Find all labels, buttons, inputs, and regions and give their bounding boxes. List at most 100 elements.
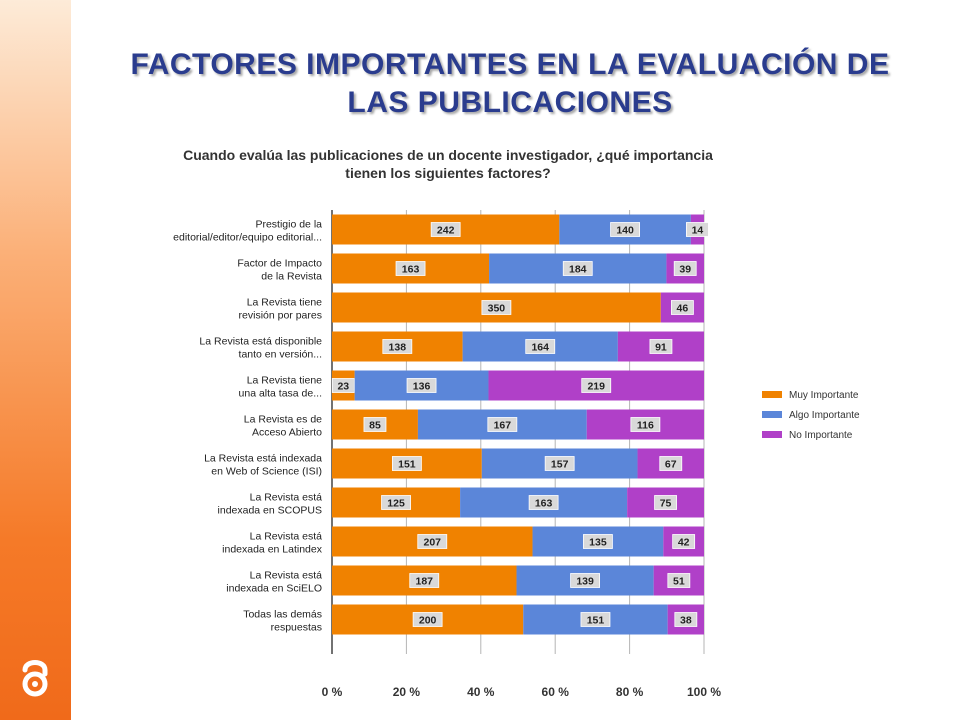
- data-label: 157: [551, 459, 569, 471]
- category-label: La Revista es de: [244, 414, 322, 426]
- data-label: 116: [637, 420, 654, 432]
- category-label: La Revista tiene: [247, 297, 322, 309]
- data-label: 350: [488, 303, 506, 315]
- data-label: 46: [677, 303, 689, 315]
- slide-title: FACTORES IMPORTANTES EN LA EVALUACIÓN DE…: [130, 48, 890, 119]
- legend-label: No Importante: [789, 430, 853, 441]
- data-label: 125: [387, 498, 405, 510]
- data-label: 138: [389, 342, 407, 354]
- data-label: 151: [587, 615, 605, 627]
- data-label: 242: [437, 225, 455, 237]
- category-label: Todas las demás: [243, 609, 322, 621]
- data-label: 75: [660, 498, 672, 510]
- x-tick-label: 80 %: [616, 685, 644, 699]
- data-label-box: [610, 222, 640, 237]
- data-label: 163: [535, 498, 553, 510]
- data-label: 91: [655, 342, 667, 354]
- x-tick-label: 60 %: [542, 685, 570, 699]
- category-label: Acceso Abierto: [252, 427, 322, 439]
- category-label: La Revista está: [250, 531, 323, 543]
- data-label-box: [430, 222, 461, 237]
- category-label: indexada en SciELO: [226, 583, 322, 595]
- data-label: 39: [679, 264, 691, 276]
- data-label: 151: [398, 459, 416, 471]
- category-label: La Revista está: [250, 492, 323, 504]
- legend-swatch: [762, 411, 782, 418]
- data-label-box: [412, 612, 443, 627]
- data-label-box: [580, 612, 611, 627]
- legend-label: Algo Importante: [789, 410, 860, 421]
- category-label: La Revista está disponible: [199, 336, 322, 348]
- category-label: de la Revista: [261, 271, 322, 283]
- data-label-box: [583, 534, 613, 549]
- category-label: una alta tasa de...: [239, 388, 322, 400]
- category-label: indexada en Latindex: [222, 544, 323, 556]
- category-label: editorial/editor/equipo editorial...: [173, 232, 322, 244]
- data-label: 38: [680, 615, 692, 627]
- data-label-box: [686, 222, 709, 237]
- data-label: 184: [569, 264, 587, 276]
- data-label: 167: [494, 420, 512, 432]
- category-label: tanto en versión...: [239, 349, 322, 361]
- data-label-box: [581, 378, 612, 393]
- data-label-box: [381, 495, 411, 510]
- data-label-box: [649, 339, 673, 354]
- data-label-box: [667, 573, 691, 588]
- data-label-box: [562, 261, 593, 276]
- category-label: en Web of Science (ISI): [211, 466, 322, 478]
- category-label: indexada en SCOPUS: [218, 505, 322, 517]
- data-label-box: [487, 417, 518, 432]
- data-label-box: [525, 339, 556, 354]
- data-label: 219: [587, 381, 605, 393]
- data-label: 136: [413, 381, 431, 393]
- data-label-box: [544, 456, 575, 471]
- left-decorative-band: [0, 0, 71, 720]
- data-label-box: [331, 378, 355, 393]
- data-label-box: [570, 573, 600, 588]
- legend-swatch: [762, 431, 782, 438]
- data-label: 207: [424, 537, 442, 549]
- data-label: 14: [692, 225, 704, 237]
- data-label: 187: [415, 576, 433, 588]
- category-label: revisión por pares: [239, 310, 322, 322]
- data-label-box: [654, 495, 677, 510]
- data-label-box: [382, 339, 413, 354]
- data-label-box: [406, 378, 437, 393]
- data-label-box: [395, 261, 426, 276]
- data-label-box: [673, 261, 697, 276]
- data-label-box: [670, 300, 694, 315]
- data-label-box: [409, 573, 440, 588]
- data-label-box: [417, 534, 448, 549]
- data-label: 67: [665, 459, 677, 471]
- x-tick-label: 40 %: [467, 685, 495, 699]
- data-label-box: [630, 417, 661, 432]
- legend-label: Muy Importante: [789, 390, 859, 401]
- data-label: 42: [678, 537, 690, 549]
- x-tick-label: 0 %: [322, 685, 343, 699]
- category-label: La Revista está: [250, 570, 323, 582]
- data-label-box: [363, 417, 387, 432]
- data-label: 23: [337, 381, 349, 393]
- data-label-box: [659, 456, 683, 471]
- data-label-box: [672, 534, 696, 549]
- category-label: La Revista está indexada: [204, 453, 322, 465]
- data-label-box: [481, 300, 512, 315]
- open-access-icon: [22, 660, 48, 697]
- data-label: 139: [576, 576, 594, 588]
- data-label: 164: [531, 342, 549, 354]
- category-label: respuestas: [271, 622, 322, 634]
- data-label: 51: [673, 576, 685, 588]
- data-label: 85: [369, 420, 381, 432]
- legend-swatch: [762, 391, 782, 398]
- category-label: La Revista tiene: [247, 375, 322, 387]
- data-label: 135: [589, 537, 607, 549]
- category-label: Factor de Impacto: [237, 258, 322, 270]
- x-tick-label: 20 %: [393, 685, 421, 699]
- chart-title: Cuando evalúa las publicaciones de un do…: [183, 147, 713, 181]
- data-label-box: [674, 612, 698, 627]
- category-label: Prestigio de la: [255, 219, 322, 231]
- data-label-box: [391, 456, 422, 471]
- data-label: 200: [419, 615, 437, 627]
- x-tick-label: 100 %: [687, 685, 721, 699]
